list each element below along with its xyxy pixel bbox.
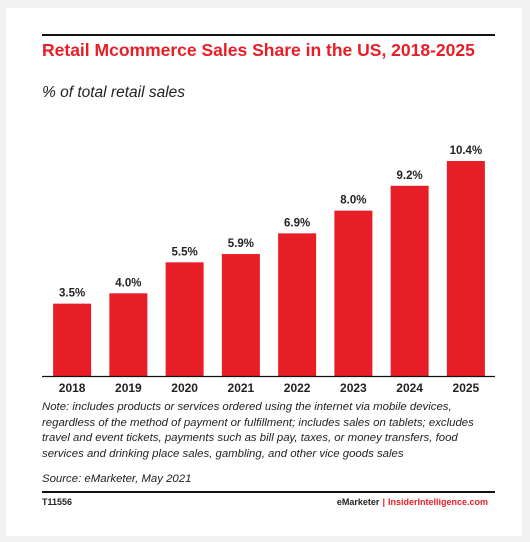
brand-emarketer: eMarketer [336, 497, 380, 507]
brand-insider-intelligence: InsiderIntelligence.com [387, 497, 488, 507]
chart-title: Retail Mcommerce Sales Share in the US, … [42, 40, 475, 60]
brand-separator: | [382, 497, 385, 507]
data-label-2022: 6.9% [284, 217, 310, 229]
bar-2018 [53, 303, 92, 376]
bar-2025 [446, 161, 485, 376]
bar-chart: 3.5% 2018 4.0% 2019 5.5% 2020 5.9% 2021 6.9% 2022… [42, 145, 495, 395]
top-divider [42, 34, 495, 36]
bottom-divider [42, 491, 495, 493]
chart-id: T11556 [42, 497, 73, 507]
x-tick-2020: 2020 [171, 381, 198, 395]
x-tick-2021: 2021 [228, 381, 255, 395]
chart-note: Note: includes products or services orde… [42, 401, 474, 460]
x-tick-2018: 2018 [59, 381, 86, 395]
x-tick-2023: 2023 [340, 381, 367, 395]
chart-subtitle: % of total retail sales [42, 84, 186, 101]
data-label-2020: 5.5% [172, 246, 198, 258]
chart-card: Retail Mcommerce Sales Share in the US, … [6, 8, 522, 536]
data-label-2019: 4.0% [115, 277, 141, 289]
bar-2024 [390, 185, 429, 376]
chart-source: Source: eMarketer, May 2021 [42, 473, 192, 485]
bar-2019 [109, 293, 148, 376]
x-tick-2025: 2025 [453, 381, 480, 395]
bar-2022 [278, 233, 317, 376]
x-tick-2022: 2022 [284, 381, 311, 395]
data-label-2021: 5.9% [228, 238, 254, 250]
footer-brand: eMarketer | InsiderIntelligence.com [337, 497, 488, 507]
x-tick-2024: 2024 [396, 381, 423, 395]
data-label-2018: 3.5% [59, 288, 85, 300]
data-label-2023: 8.0% [340, 195, 366, 207]
x-tick-2019: 2019 [115, 381, 142, 395]
data-label-2025: 10.4% [450, 145, 483, 157]
bar-2023 [334, 210, 373, 376]
bar-2021 [221, 254, 260, 376]
bar-2020 [165, 262, 204, 376]
data-label-2024: 9.2% [397, 170, 423, 182]
